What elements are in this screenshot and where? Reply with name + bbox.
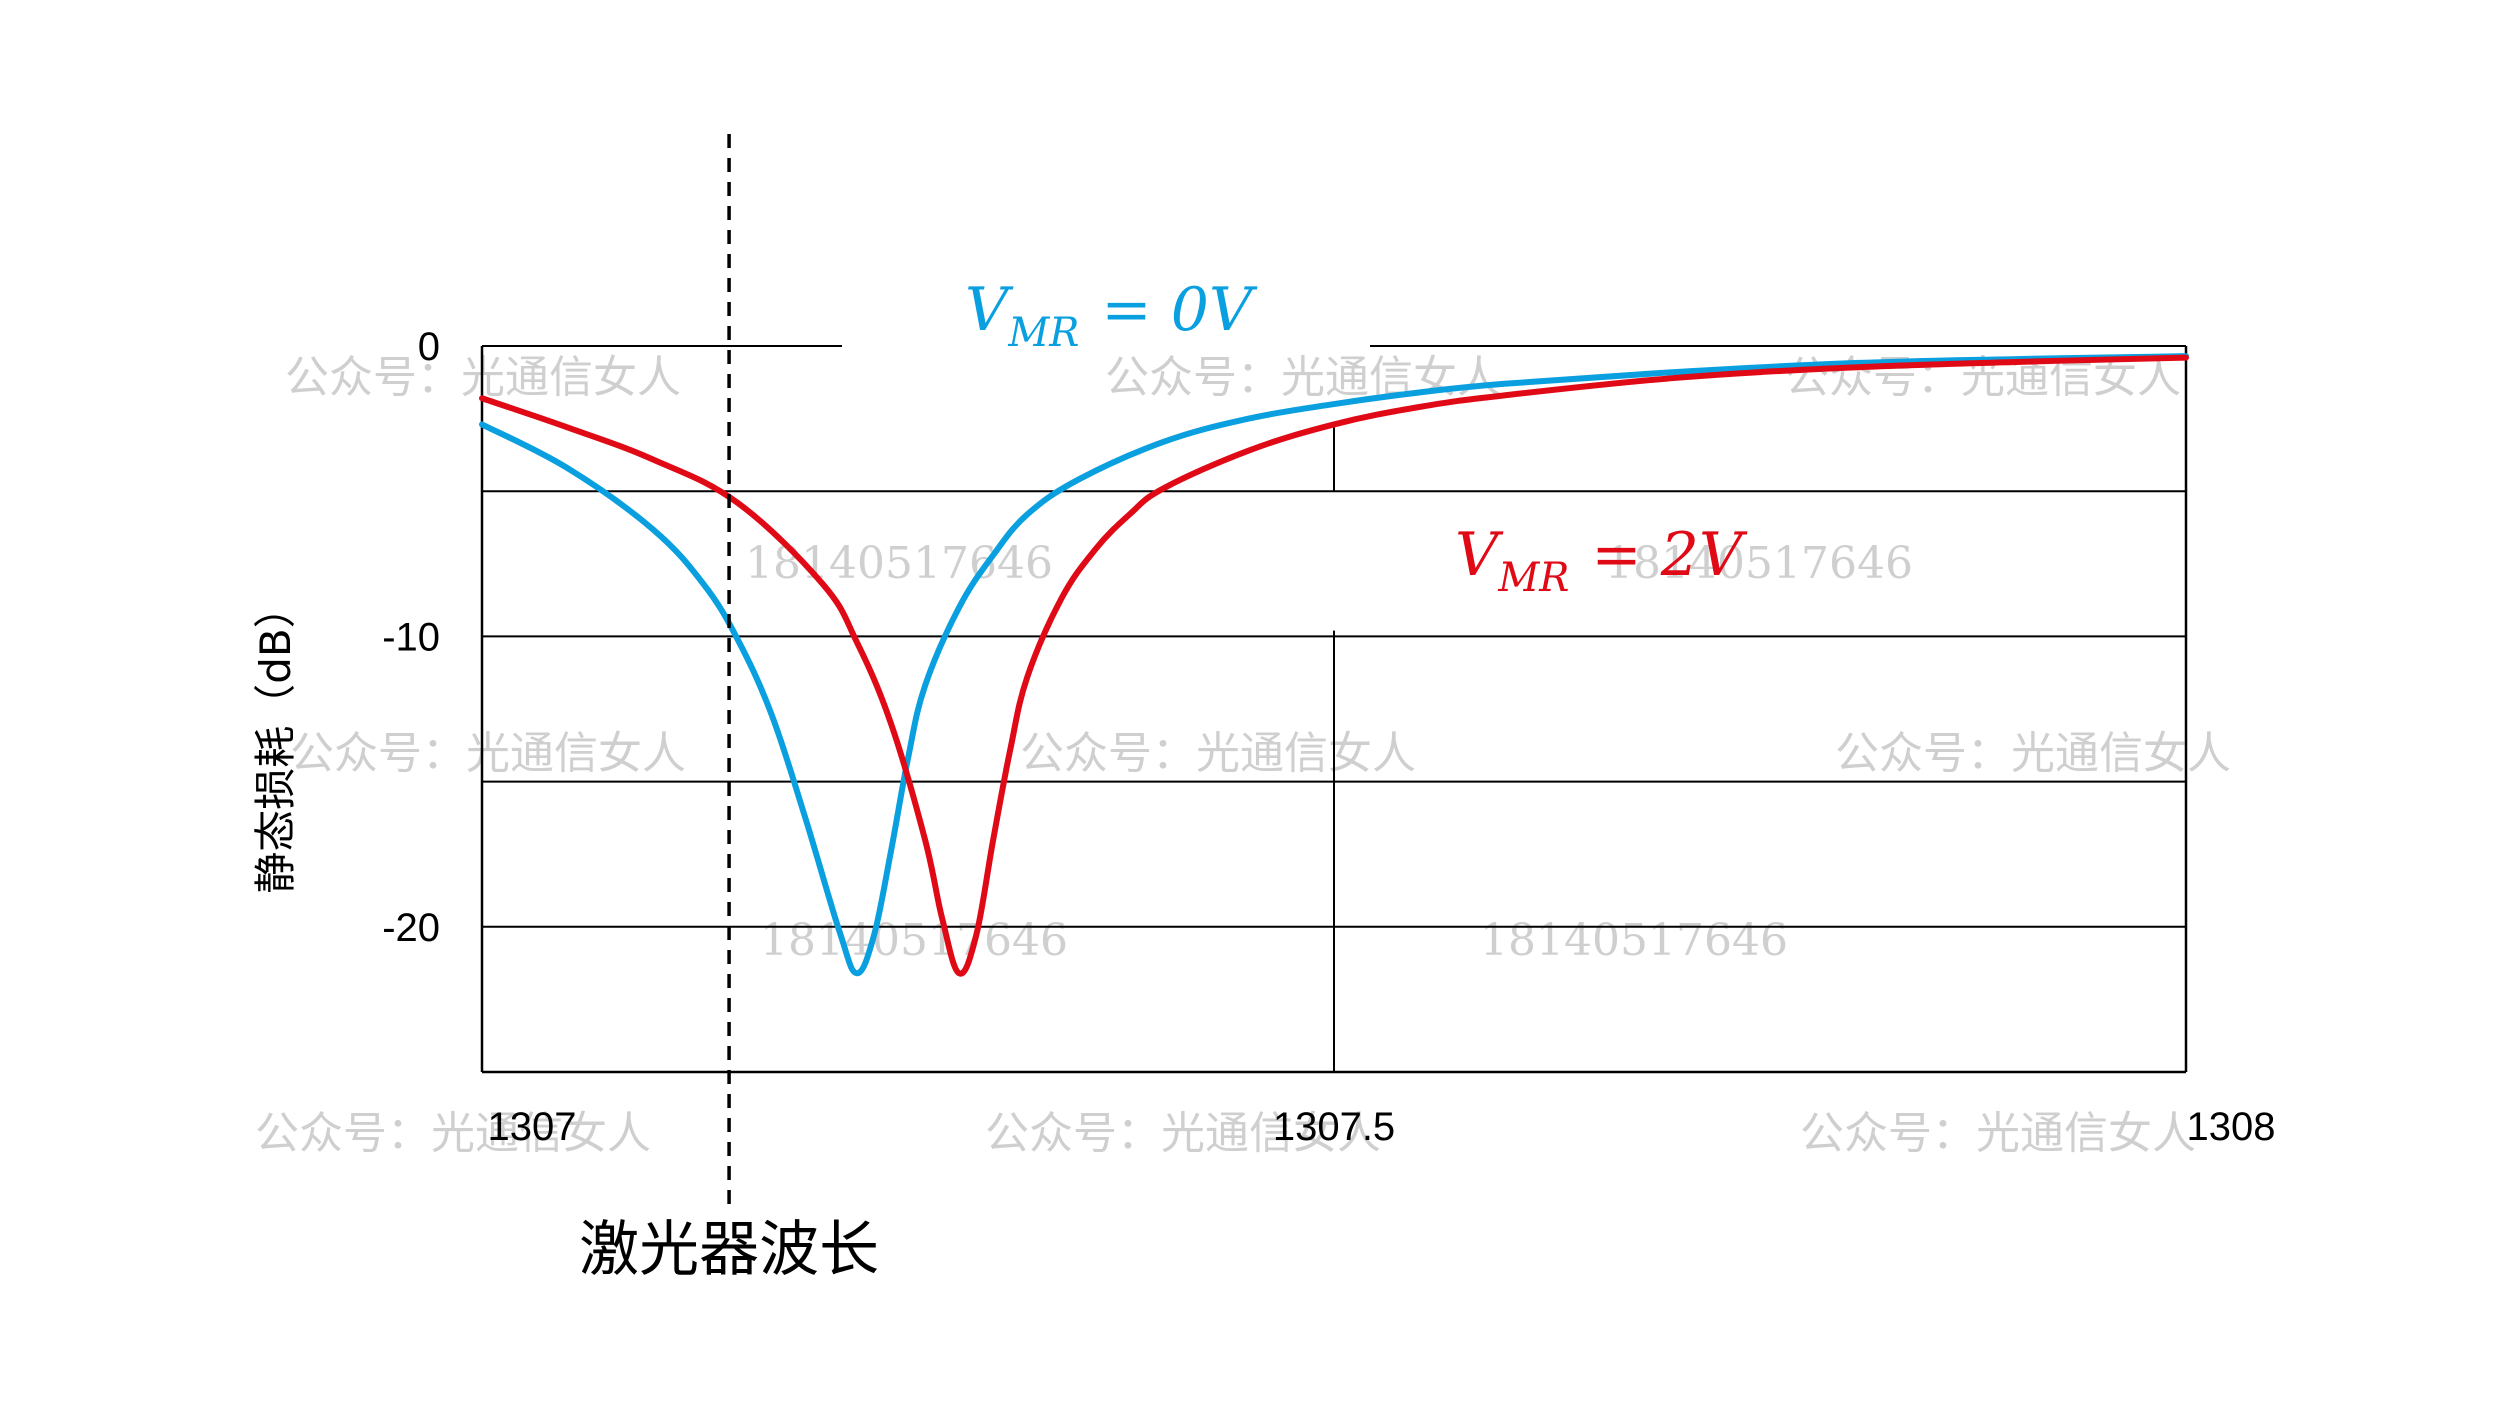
- watermark-layer: 公众号：光通信女人 公众号：光通信女人 公众号：光通信女人 1814051764…: [255, 352, 2231, 1159]
- watermark-text: 公众号：光通信女人: [985, 1108, 1381, 1159]
- legend-value: = 0V: [1101, 275, 1258, 345]
- legend-value: = 2V: [1591, 520, 1748, 590]
- series-line-0: [479, 353, 2189, 977]
- watermark-text: 18140517646: [745, 538, 1053, 589]
- laser-wavelength-label: 激光器波长: [579, 1215, 879, 1285]
- watermark-text: 公众号：光通信女人: [1105, 352, 1501, 403]
- watermark-text: 公众号：光通信女人: [1020, 728, 1416, 779]
- watermark-text: 公众号：光通信女人: [255, 1108, 651, 1159]
- watermark-text: 18140517646: [1605, 538, 1913, 589]
- series-layer: [479, 353, 2189, 977]
- watermark-text: 18140517646: [760, 915, 1068, 966]
- grid-lines: [482, 427, 2186, 1072]
- y-axis-label: 静态损耗（dB）: [251, 586, 300, 893]
- x-tick-label: 1308: [2187, 1105, 2276, 1149]
- watermark-text: 18140517646: [1480, 915, 1788, 966]
- x-tick-label: 1307.5: [1273, 1105, 1395, 1149]
- watermark-text: 公众号：光通信女人: [1800, 1108, 2196, 1159]
- y-tick-label: -10: [382, 615, 440, 659]
- x-tick-label: 1307: [488, 1105, 577, 1149]
- tick-labels: 0 -10 -20 1307 1307.5 1308: [382, 325, 2275, 1149]
- legend-var: V: [965, 275, 1014, 345]
- y-tick-label: 0: [418, 325, 440, 369]
- legend-subscript: MR: [1497, 555, 1569, 601]
- legend-var: V: [1455, 520, 1504, 590]
- watermark-text: 公众号：光通信女人: [290, 728, 686, 779]
- plot-frame: [480, 345, 2188, 1074]
- legend-label-2v: VMR = 2V: [1455, 520, 1748, 601]
- series-line-1: [479, 354, 2189, 977]
- y-tick-label: -20: [382, 906, 440, 950]
- watermark-text: 公众号：光通信女人: [1835, 728, 2231, 779]
- legend-subscript: MR: [1007, 310, 1079, 356]
- legend-label-0v: VMR = 0V: [965, 275, 1258, 356]
